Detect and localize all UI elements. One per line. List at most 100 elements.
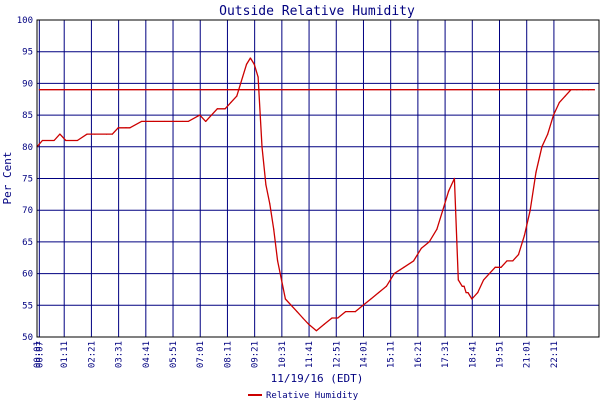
data-point [344,311,347,313]
plot-frame [36,19,600,338]
data-point [529,209,531,211]
data-point [175,120,178,123]
data-point [125,127,127,129]
x-tick-label: 07:01 [196,341,206,368]
x-tick-label: 16:21 [414,341,424,368]
data-point [576,89,578,91]
data-point [447,190,450,192]
data-point [290,304,292,306]
x-axis-label: 11/19/16 (EDT) [271,372,364,385]
data-point [140,120,143,123]
data-point [152,120,154,123]
data-point [413,260,415,262]
y-tick-label: 60 [22,270,33,280]
data-point [257,76,259,78]
data-point [354,311,356,313]
data-point [523,234,525,237]
data-point [467,292,469,294]
data-point [558,101,560,104]
data-point [210,114,213,116]
data-point [59,133,61,135]
x-tick-label: 09:21 [251,341,261,368]
x-tick-label: 11:41 [305,341,315,368]
y-tick-label: 80 [22,143,33,153]
data-point [86,133,88,135]
data-point [181,120,183,123]
data-point [224,108,226,110]
data-point [420,247,422,249]
y-tick-label: 50 [22,333,33,343]
data-point [471,298,473,300]
data-point [582,89,584,91]
data-point [461,285,463,287]
data-point [129,127,131,129]
x-tick-label: 05:51 [169,341,179,368]
data-point [253,63,255,65]
data-point [547,133,549,135]
legend: Relative Humidity [248,391,359,401]
x-tick-label: 12:51 [332,341,342,368]
y-tick-label: 70 [22,206,33,216]
data-point [428,241,430,243]
x-tick-label: 21:01 [523,341,533,368]
data-point [552,114,555,116]
data-point [236,95,238,97]
y-tick-label: 75 [22,175,33,185]
data-point [457,279,459,281]
data-point [199,114,201,116]
x-tick-label: 00:01 [33,341,43,368]
chart-title: Outside Relative Humidity [219,4,415,19]
y-tick-label: 85 [22,111,33,121]
data-point [315,330,318,332]
data-point [463,285,465,287]
data-point [378,292,380,294]
data-point [331,317,333,319]
data-point [535,171,537,173]
data-point [436,228,438,230]
series-line-relative-humidity [36,57,595,332]
data-point [117,127,119,129]
x-tick-labels: 00:01 01:11 02:21 03:31 04:41 05:51 07:01 08:11… [33,341,560,368]
data-point [276,260,279,262]
y-tick-label: 90 [22,79,33,89]
data-point [261,146,263,148]
data-point [512,260,514,262]
data-point [187,120,189,123]
x-tick-label: 00:07 [35,341,45,368]
y-tick-label: 55 [22,301,33,311]
data-point [269,203,271,205]
y-tick-label: 65 [22,238,33,248]
x-tick-label: 14:01 [359,341,369,368]
data-point [94,133,96,135]
data-point [587,89,590,91]
y-tick-labels: 50 55 60 65 70 75 80 85 90 95 100 [17,16,33,343]
data-point [280,279,283,281]
y-tick-label: 95 [22,48,33,58]
x-tick-label: 04:41 [142,341,152,368]
data-point [494,266,496,268]
data-point [564,95,566,97]
data-point [105,133,108,135]
legend-label: Relative Humidity [266,391,359,400]
x-tick-label: 08:11 [223,341,233,368]
data-point [205,120,207,123]
data-point [245,63,248,65]
data-point [593,89,595,91]
data-point [370,298,372,300]
data-point [541,146,543,148]
series-layer [36,57,595,332]
data-point [482,279,485,281]
data-point [265,184,267,186]
data-point [403,266,405,268]
data-point [453,177,456,180]
data-point [488,273,490,275]
data-point [465,292,467,294]
data-point [164,120,166,123]
x-tick-label: 01:11 [60,341,70,368]
x-tick-label: 19:51 [496,341,506,368]
data-point [385,285,388,287]
data-point [216,108,218,110]
data-point [506,260,508,262]
data-point [337,317,339,319]
